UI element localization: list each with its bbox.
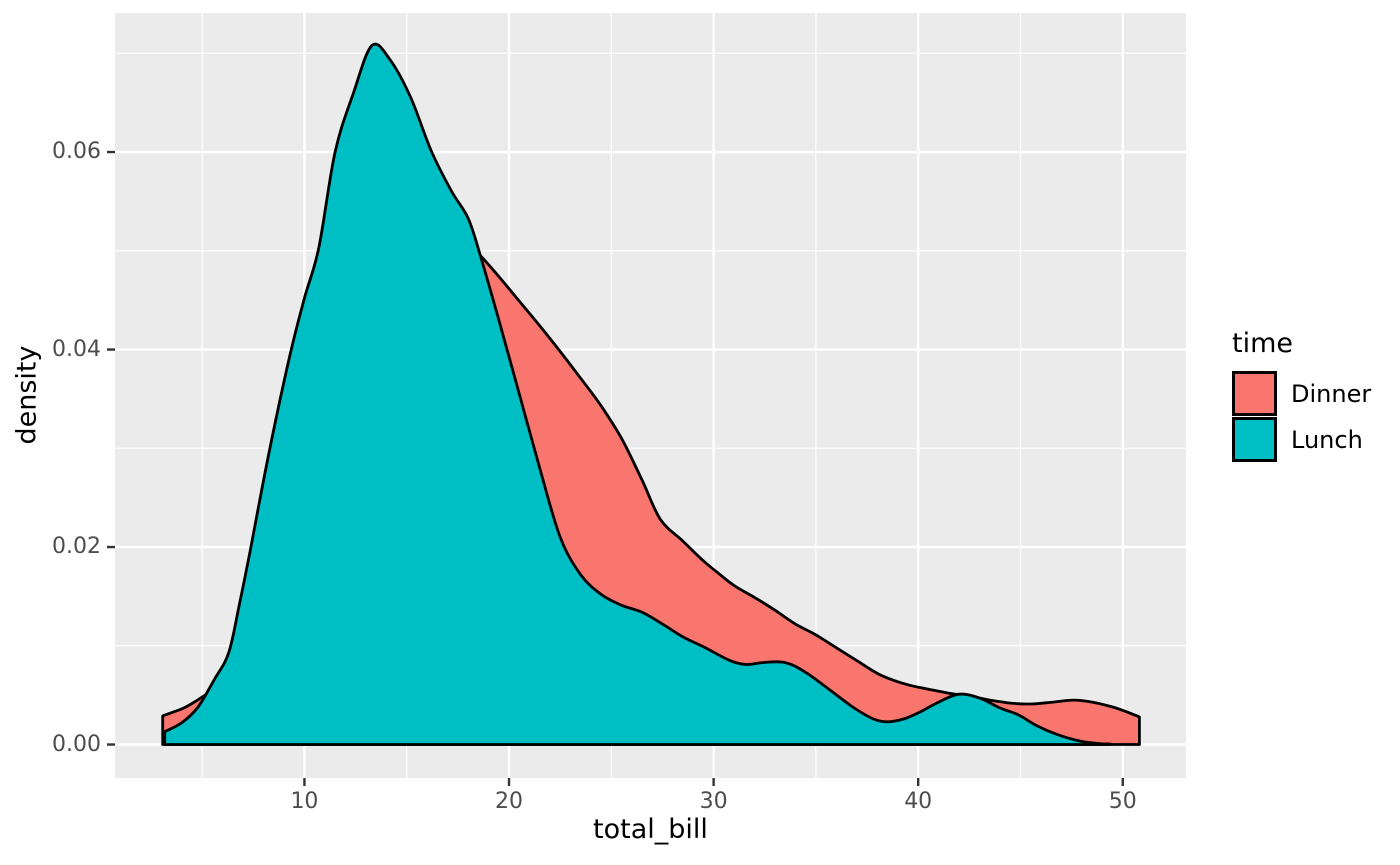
legend: time Dinner Lunch [1232, 328, 1371, 463]
x-tick-label: 30 [699, 789, 728, 814]
legend-label-dinner: Dinner [1291, 379, 1372, 408]
x-tick-label: 50 [1108, 789, 1137, 814]
x-tick-label: 20 [495, 789, 524, 814]
x-tick-label: 40 [904, 789, 933, 814]
x-tick-label: 10 [290, 789, 319, 814]
legend-entry-lunch: Lunch [1232, 417, 1371, 462]
y-tick-label: 0.00 [52, 731, 101, 757]
legend-key-lunch-swatch [1232, 417, 1277, 462]
y-tick-label: 0.04 [52, 336, 101, 362]
legend-entry-dinner: Dinner [1232, 371, 1371, 416]
y-tick-label: 0.02 [52, 534, 101, 560]
x-axis-title: total_bill [593, 814, 708, 845]
y-tick-label: 0.06 [52, 139, 101, 165]
density-area-lunch [163, 42, 1112, 746]
y-axis-title: density [11, 345, 43, 445]
legend-title: time [1232, 328, 1294, 359]
legend-key-dinner-swatch [1232, 371, 1277, 416]
legend-label-lunch: Lunch [1291, 425, 1363, 454]
